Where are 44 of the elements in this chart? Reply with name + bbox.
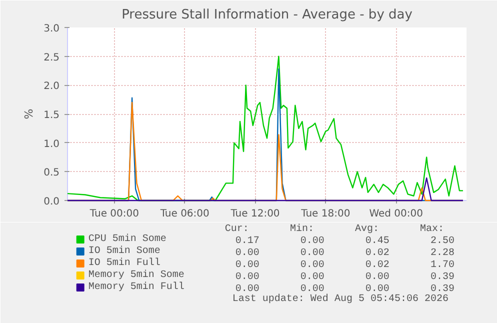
text: 1.70 bbox=[430, 260, 454, 271]
text: 0.00 bbox=[235, 248, 260, 259]
text: 0.00 bbox=[300, 236, 324, 247]
text: 2.28 bbox=[430, 248, 454, 259]
legend-label: IO 5min Some bbox=[88, 245, 160, 257]
x-tick-label: Tue 12:00 bbox=[230, 208, 280, 220]
text: Cur: bbox=[224, 224, 249, 235]
y-tick-label: 0.5 bbox=[44, 168, 60, 179]
text: 0.39 bbox=[430, 272, 454, 283]
text: 0.00 bbox=[300, 272, 324, 283]
text: Last update: Wed Aug 5 05:45:06 2026 bbox=[232, 293, 448, 305]
text: 0.00 bbox=[365, 284, 390, 295]
text: 0.45 bbox=[365, 236, 390, 247]
y-tick-label: 2.5 bbox=[44, 52, 60, 64]
text: 0.00 bbox=[300, 284, 324, 295]
legend-label: IO 5min Full bbox=[88, 257, 160, 269]
chart-title: Pressure Stall Information - Average - by day bbox=[122, 8, 413, 22]
x-tick-label: Tue 06:00 bbox=[159, 208, 210, 220]
text: 2.50 bbox=[430, 236, 454, 247]
text: 0.17 bbox=[235, 236, 260, 247]
text: 0.00 bbox=[365, 272, 390, 283]
text: Min: bbox=[290, 223, 314, 235]
y-tick-label: 0.0 bbox=[44, 196, 60, 208]
legend-label: Memory 5min Some bbox=[88, 269, 184, 281]
text: Max: bbox=[420, 224, 444, 235]
y-tick-label: 3.0 bbox=[44, 24, 60, 34]
text: 0.00 bbox=[235, 272, 260, 283]
text: Avg: bbox=[354, 224, 380, 235]
x-tick-label: Wed 00:00 bbox=[369, 208, 423, 220]
legend-label: CPU 5min Some bbox=[88, 233, 166, 245]
text: 0.02 bbox=[365, 248, 390, 259]
y-tick-label: 1.0 bbox=[44, 138, 60, 150]
text: 0.00 bbox=[300, 248, 324, 259]
y-axis-title: % bbox=[22, 108, 36, 120]
x-tick-label: Tue 18:00 bbox=[300, 208, 350, 220]
legend-label: Memory 5min Full bbox=[88, 281, 184, 293]
y-tick-label: 1.5 bbox=[44, 110, 60, 121]
text: 0.39 bbox=[430, 284, 454, 295]
text: 0.00 bbox=[300, 260, 324, 271]
text: 0.00 bbox=[235, 260, 260, 271]
text: 0.00 bbox=[235, 284, 260, 295]
x-tick-label: Tue 00:00 bbox=[88, 208, 139, 220]
text: 0.02 bbox=[365, 260, 390, 271]
y-tick-label: 2.0 bbox=[44, 81, 60, 92]
